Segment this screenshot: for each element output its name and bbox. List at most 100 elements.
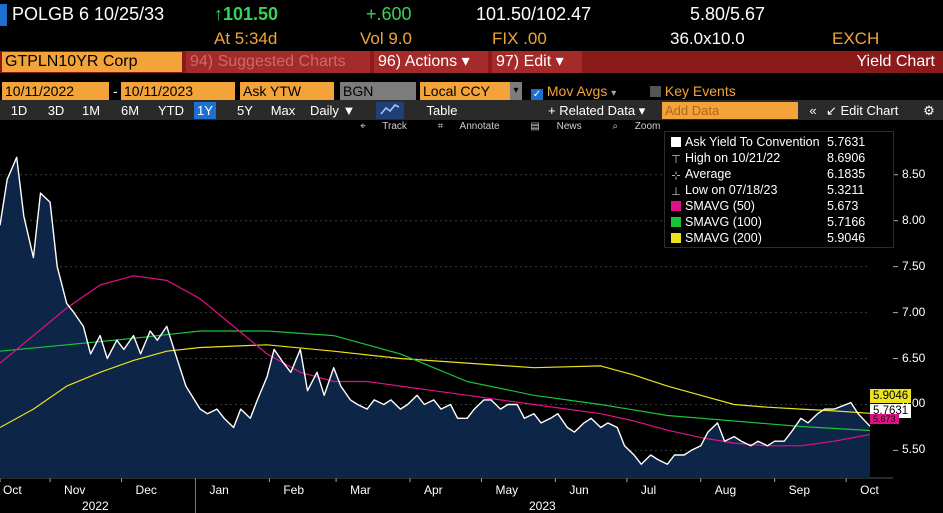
period-button-1m[interactable]: 1M: [81, 103, 101, 118]
annotate-icon: ⌗: [437, 121, 444, 132]
y-tick-label: 8.00: [902, 212, 926, 227]
x-tick-label: May: [495, 483, 519, 497]
field-select[interactable]: Ask YTW: [240, 82, 334, 100]
y-tick-label: 7.50: [902, 258, 926, 273]
key-events-label: Key Events: [664, 83, 736, 99]
checkbox-unchecked-icon[interactable]: [650, 86, 661, 97]
legend-row-sma50: SMAVG (50) 5.673: [671, 198, 858, 214]
date-separator: -: [113, 83, 118, 99]
legend-value: 8.6906: [827, 151, 866, 165]
line-chart-icon[interactable]: [376, 102, 404, 119]
series-line-sma50: [0, 275, 871, 447]
function-bar: GTPLN10YR Corp 94) Suggested Charts 96) …: [0, 51, 943, 73]
chart-title: Yield Chart: [856, 53, 935, 70]
actions-menu[interactable]: 96) Actions ▾: [374, 51, 488, 73]
x-tick-label: Jul: [640, 483, 657, 497]
crosshair-icon: ⌖: [360, 121, 366, 132]
zoom-tool[interactable]: ⌕ Zoom: [612, 121, 674, 132]
period-button-6m[interactable]: 6M: [120, 103, 140, 118]
legend-label: SMAVG (200): [685, 231, 762, 245]
ticker-field[interactable]: GTPLN10YR Corp: [2, 52, 182, 72]
badge-sma200: 5.9046: [870, 389, 912, 403]
fix: FIX .00: [492, 29, 547, 48]
period-button-ytd[interactable]: YTD: [158, 103, 184, 118]
start-date-input[interactable]: 10/11/2022: [2, 82, 109, 100]
period-button-1y[interactable]: 1Y: [194, 102, 216, 119]
legend-label: Average: [685, 167, 732, 181]
legend-value: 5.3211: [827, 183, 865, 197]
currency-select[interactable]: Local CCY: [420, 82, 510, 100]
series-line-sma200: [0, 344, 871, 429]
x-tick-label: Sep: [788, 483, 811, 497]
legend-label: Ask Yield To Convention: [685, 135, 820, 149]
period-button-1d[interactable]: 1D: [10, 103, 28, 118]
annotate-tool[interactable]: ⌗ Annotate: [438, 121, 514, 132]
news-tool[interactable]: ▤ News: [530, 121, 595, 132]
legend-row-sma100: SMAVG (100) 5.7166: [671, 214, 865, 230]
key-events-toggle[interactable]: Key Events: [650, 82, 736, 100]
year-label-2022: 2022: [82, 499, 109, 513]
currency-dropdown-icon[interactable]: ▾: [510, 82, 522, 100]
security-marker: [0, 4, 7, 26]
x-tick-label: Oct: [3, 483, 22, 497]
track-tool[interactable]: ⌖ Track: [360, 121, 421, 132]
legend-label: High on 10/21/22: [685, 151, 781, 165]
legend-label: SMAVG (50): [685, 199, 755, 213]
collapse-icon[interactable]: «: [809, 103, 817, 118]
series-line-yield: [0, 156, 871, 465]
year-label-2023: 2023: [529, 499, 556, 513]
x-tick-label: Aug: [714, 483, 737, 497]
low-marker-icon: ⊥: [671, 186, 681, 198]
suggested-charts-button[interactable]: 94) Suggested Charts: [186, 51, 370, 73]
news-label: News: [556, 121, 582, 132]
legend-value: 5.7166: [827, 215, 866, 229]
legend-swatch-sma200: [671, 233, 681, 243]
chart-legend: Ask Yield To Convention 5.7631 ⊤ High on 1…: [664, 131, 894, 248]
chart-tools: ⌖ Track ⌗ Annotate ▤ News ⌕ Zoom: [360, 121, 688, 137]
security-name: POLGB 6 10/25/33: [12, 4, 165, 24]
volume: Vol 9.0: [360, 29, 412, 48]
mov-avgs-dropdown-icon[interactable]: ▾: [611, 88, 617, 99]
end-date-input[interactable]: 10/11/2023: [121, 82, 235, 100]
x-tick-label: Dec: [135, 483, 157, 497]
x-tick-label: Nov: [64, 483, 86, 497]
badge-sma50: 5.673: [870, 414, 899, 424]
legend-label: SMAVG (100): [685, 215, 762, 229]
track-label: Track: [382, 121, 407, 132]
x-tick-label: Apr: [423, 483, 443, 497]
x-tick-label: Jan: [209, 483, 229, 497]
legend-row-yield: Ask Yield To Convention 5.7631: [671, 134, 865, 150]
x-tick-label: Oct: [860, 483, 879, 497]
source-select[interactable]: BGN: [340, 82, 416, 100]
y-tick-label: 8.50: [902, 166, 926, 181]
checkbox-checked-icon[interactable]: ✓: [531, 89, 543, 101]
period-button-5y[interactable]: 5Y: [237, 103, 253, 118]
table-button[interactable]: Table: [426, 103, 458, 118]
average-marker-icon: ⊹: [671, 170, 681, 182]
timestamp: At 5:34d: [214, 29, 278, 48]
edit-menu[interactable]: 97) Edit ▾: [492, 51, 582, 73]
settings-gear-icon[interactable]: ⚙: [923, 103, 935, 118]
period-button-3d[interactable]: 3D: [47, 103, 65, 118]
legend-swatch-sma50: [671, 201, 681, 211]
y-tick-label: 6.50: [902, 350, 926, 365]
frequency-select[interactable]: Daily ▼: [310, 103, 356, 118]
period-button-max[interactable]: Max: [270, 103, 296, 118]
x-tick-label: Jun: [569, 483, 589, 497]
mov-avgs-toggle[interactable]: ✓ Mov Avgs ▾: [531, 82, 617, 101]
zoom-label: Zoom: [634, 121, 661, 132]
yield-bid-ask: 5.80/5.67: [690, 4, 766, 24]
x-tick-label: Feb: [283, 483, 305, 497]
legend-row-average: ⊹ Average 6.1835: [671, 166, 865, 182]
price-change: +.600: [366, 4, 412, 24]
security-header: POLGB 6 10/25/33 ↑101.50 +.600 101.50/10…: [0, 0, 943, 30]
legend-swatch-yield: [671, 137, 681, 147]
sizes: 36.0x10.0: [670, 29, 745, 48]
add-data-input[interactable]: Add Data: [662, 102, 798, 119]
legend-row-sma200: SMAVG (200) 5.9046: [671, 230, 865, 246]
legend-row-high: ⊤ High on 10/21/22 8.6906: [671, 150, 865, 166]
edit-chart-button[interactable]: ↙ Edit Chart: [826, 103, 899, 118]
related-data-menu[interactable]: + Related Data ▾: [548, 103, 646, 118]
legend-value: 5.7631: [827, 135, 866, 149]
